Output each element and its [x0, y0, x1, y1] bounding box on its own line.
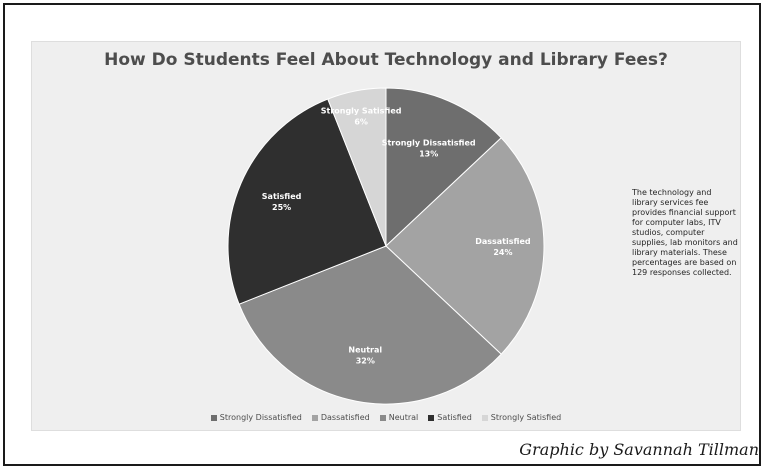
legend-item-strongly-satisfied: Strongly Satisfied: [481, 413, 562, 422]
slice-value-strongly-satisfied: 6%: [354, 118, 368, 127]
legend-item-neutral: Neutral: [379, 413, 419, 422]
slice-value-strongly-dissatisfied: 13%: [419, 149, 438, 158]
pie-slice-satisfied: [227, 98, 387, 305]
slice-value-dassatisfied: 24%: [493, 248, 512, 257]
legend-item-dassatisfied: Dassatisfied: [311, 413, 370, 422]
slice-name-satisfied: Satisfied: [262, 192, 302, 201]
legend-swatch: [428, 414, 435, 421]
legend-label: Strongly Dissatisfied: [219, 413, 302, 422]
pie-slice-strongly-dissatisfied: [385, 87, 502, 248]
legend-swatch: [481, 414, 488, 421]
pie-slice-strongly-satisfied: [327, 87, 387, 247]
slice-name-dassatisfied: Dassatisfied: [475, 237, 531, 246]
legend: Strongly Dissatisfied Dassatisfied Neutral…: [31, 413, 741, 422]
pie-slices: [227, 87, 545, 405]
legend-swatch: [379, 414, 386, 421]
legend-item-satisfied: Satisfied: [428, 413, 472, 422]
legend-swatch: [210, 414, 217, 421]
legend-swatch: [311, 414, 318, 421]
legend-label: Dassatisfied: [320, 413, 370, 422]
pie-labels: Strongly Dissatisfied 13% Dassatisfied 24% N…: [262, 107, 531, 366]
pie-slice-dassatisfied: [385, 137, 545, 355]
legend-label: Neutral: [388, 413, 419, 422]
slice-name-strongly-satisfied: Strongly Satisfied: [321, 107, 402, 116]
pie-slice-neutral: [238, 245, 502, 405]
chart-note: The technology and library services fee …: [632, 188, 738, 277]
slice-name-neutral: Neutral: [348, 346, 382, 355]
chart-title: How Do Students Feel About Technology an…: [104, 50, 668, 70]
legend-label: Satisfied: [437, 413, 472, 422]
slice-value-satisfied: 25%: [272, 203, 291, 212]
slice-name-strongly-dissatisfied: Strongly Dissatisfied: [382, 138, 476, 147]
legend-item-strongly-dissatisfied: Strongly Dissatisfied: [210, 413, 302, 422]
slice-value-neutral: 32%: [356, 357, 375, 366]
graphic-credit: Graphic by Savannah Tillman: [519, 440, 759, 459]
legend-label: Strongly Satisfied: [490, 413, 562, 422]
